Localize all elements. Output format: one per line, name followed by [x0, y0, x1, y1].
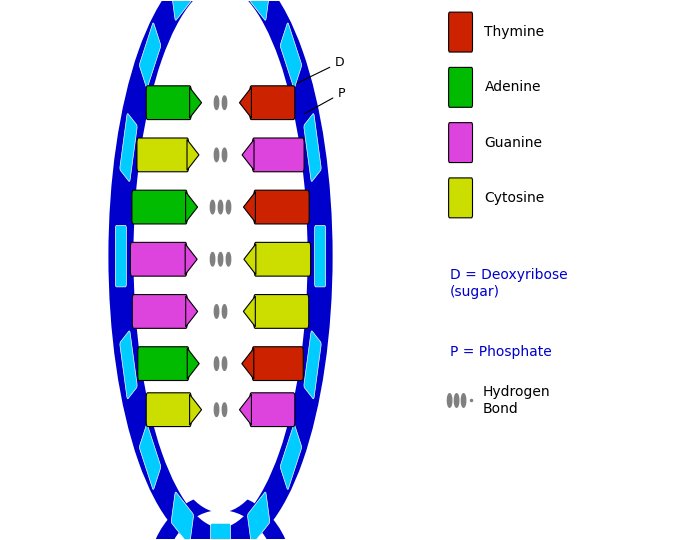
Polygon shape — [190, 87, 202, 118]
Text: Hydrogen
Bond: Hydrogen Bond — [482, 386, 550, 416]
Polygon shape — [244, 296, 256, 327]
FancyBboxPatch shape — [139, 424, 161, 490]
Text: Adenine: Adenine — [484, 80, 541, 94]
Polygon shape — [244, 192, 256, 222]
Text: D: D — [285, 56, 344, 89]
Polygon shape — [242, 139, 254, 170]
Text: P: P — [304, 86, 346, 113]
Polygon shape — [241, 348, 254, 379]
FancyBboxPatch shape — [254, 190, 309, 224]
Polygon shape — [190, 394, 202, 425]
Circle shape — [214, 305, 218, 318]
FancyBboxPatch shape — [146, 393, 191, 427]
FancyBboxPatch shape — [139, 23, 161, 88]
FancyBboxPatch shape — [132, 190, 187, 224]
Circle shape — [211, 200, 215, 214]
FancyBboxPatch shape — [281, 424, 302, 490]
Circle shape — [223, 357, 227, 370]
Polygon shape — [186, 244, 197, 275]
FancyBboxPatch shape — [248, 0, 270, 21]
Text: Cytosine: Cytosine — [484, 191, 545, 205]
FancyBboxPatch shape — [130, 242, 187, 276]
Circle shape — [214, 148, 218, 161]
Polygon shape — [186, 192, 197, 222]
Circle shape — [223, 403, 227, 416]
FancyBboxPatch shape — [449, 12, 472, 52]
FancyBboxPatch shape — [281, 23, 302, 88]
FancyBboxPatch shape — [172, 0, 193, 21]
Circle shape — [226, 253, 231, 266]
FancyBboxPatch shape — [250, 86, 295, 119]
FancyBboxPatch shape — [132, 294, 187, 328]
FancyBboxPatch shape — [137, 138, 188, 172]
FancyBboxPatch shape — [211, 523, 230, 540]
FancyBboxPatch shape — [254, 294, 309, 328]
Text: Guanine: Guanine — [484, 136, 542, 150]
FancyBboxPatch shape — [116, 226, 127, 287]
Text: Thymine: Thymine — [484, 25, 545, 39]
FancyBboxPatch shape — [252, 347, 303, 381]
Circle shape — [214, 403, 218, 416]
FancyBboxPatch shape — [138, 347, 189, 381]
Circle shape — [223, 96, 227, 110]
Circle shape — [454, 394, 458, 407]
Circle shape — [211, 253, 215, 266]
FancyBboxPatch shape — [314, 226, 326, 287]
Ellipse shape — [135, 0, 306, 512]
Circle shape — [214, 96, 218, 110]
Circle shape — [218, 200, 223, 214]
Polygon shape — [187, 139, 199, 170]
Polygon shape — [186, 296, 197, 327]
FancyBboxPatch shape — [304, 113, 321, 181]
FancyBboxPatch shape — [304, 331, 321, 399]
Text: D = Deoxyribose
(sugar): D = Deoxyribose (sugar) — [449, 268, 567, 299]
FancyBboxPatch shape — [120, 331, 137, 399]
FancyBboxPatch shape — [250, 393, 295, 427]
Polygon shape — [244, 244, 256, 275]
FancyBboxPatch shape — [449, 178, 472, 218]
FancyBboxPatch shape — [172, 492, 193, 540]
Circle shape — [223, 305, 227, 318]
Polygon shape — [239, 87, 251, 118]
Circle shape — [218, 253, 223, 266]
Circle shape — [214, 357, 218, 370]
Polygon shape — [239, 394, 251, 425]
Text: P = Phosphate: P = Phosphate — [449, 345, 552, 359]
FancyBboxPatch shape — [254, 242, 311, 276]
FancyBboxPatch shape — [449, 123, 472, 163]
FancyBboxPatch shape — [449, 68, 472, 107]
Circle shape — [461, 394, 466, 407]
FancyBboxPatch shape — [120, 113, 137, 181]
Polygon shape — [188, 348, 200, 379]
FancyBboxPatch shape — [253, 138, 304, 172]
Circle shape — [223, 148, 227, 161]
Circle shape — [447, 394, 452, 407]
Circle shape — [226, 200, 231, 214]
FancyBboxPatch shape — [146, 86, 191, 119]
FancyBboxPatch shape — [248, 492, 270, 540]
